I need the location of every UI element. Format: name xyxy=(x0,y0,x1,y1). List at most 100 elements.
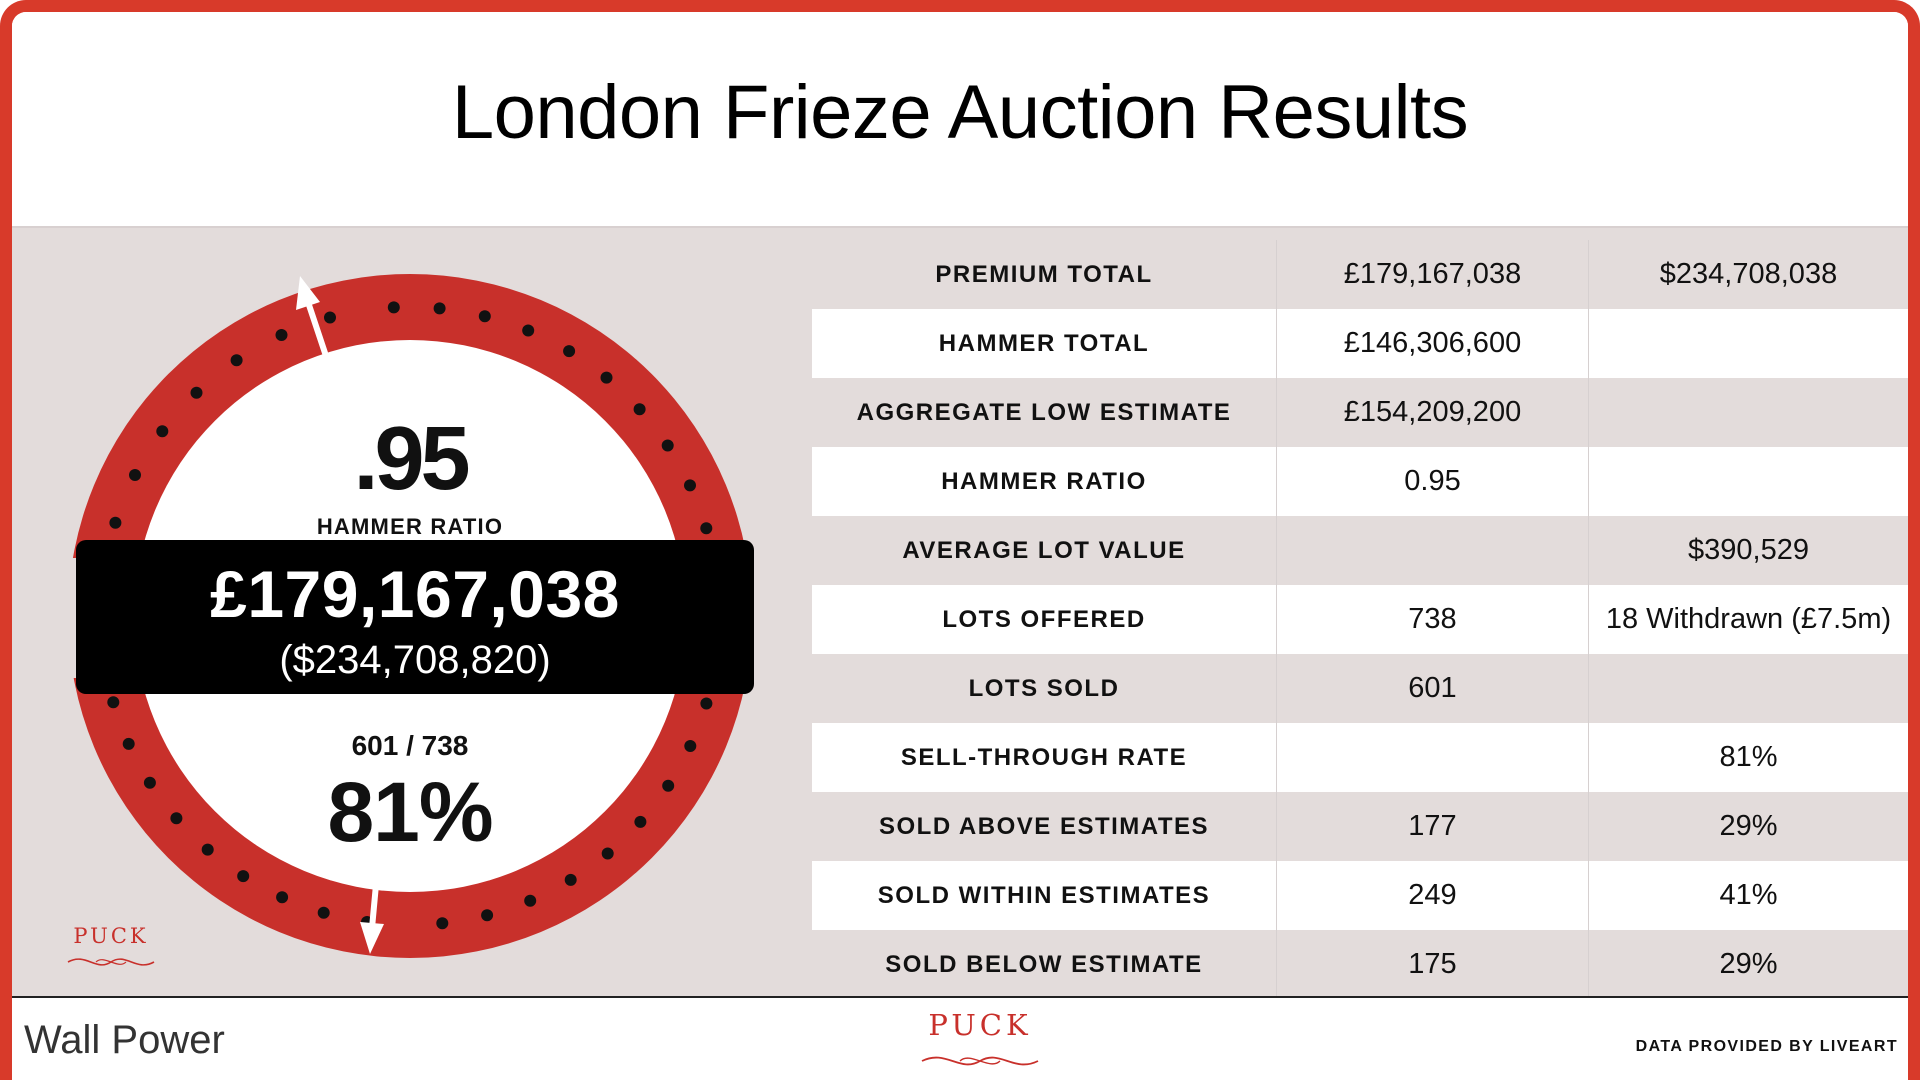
row-usd-value: 81% xyxy=(1588,723,1908,792)
gauge-dot xyxy=(317,906,330,919)
up-arrow-icon xyxy=(296,276,331,363)
row-gbp-value: 177 xyxy=(1276,792,1588,861)
row-usd-value: $390,529 xyxy=(1588,516,1908,585)
results-panel: .95 HAMMER RATIO £179,167,038 ($234,708,… xyxy=(12,228,1908,999)
row-label: AVERAGE LOT VALUE xyxy=(902,536,1186,564)
row-label: LOTS SOLD xyxy=(968,674,1120,702)
row-gbp-value: 0.95 xyxy=(1276,447,1588,516)
table-row: SELL-THROUGH RATE 81% xyxy=(812,723,1908,792)
row-usd-value: 29% xyxy=(1588,792,1908,861)
row-usd-value xyxy=(1588,309,1908,378)
gauge-dot xyxy=(601,847,614,860)
gauge-dot xyxy=(433,302,446,315)
gauge-dot xyxy=(122,737,135,750)
row-label: SOLD BELOW ESTIMATE xyxy=(885,950,1203,978)
gauge-dot xyxy=(522,324,535,337)
gauge-dot xyxy=(107,696,120,709)
data-credit: DATA PROVIDED BY LIVEART xyxy=(1635,1038,1898,1055)
premium-total-box: £179,167,038 ($234,708,820) xyxy=(76,540,754,694)
row-gbp-value xyxy=(1276,516,1588,585)
row-label: HAMMER TOTAL xyxy=(938,329,1150,357)
table-row: AGGREGATE LOW ESTIMATE £154,209,200 xyxy=(812,378,1908,447)
gauge-dot xyxy=(143,776,156,789)
gauge-dot xyxy=(201,843,214,856)
gauge-dot xyxy=(633,403,646,416)
gauge-dot xyxy=(387,301,400,314)
gauge-dot xyxy=(600,371,613,384)
premium-total-gbp: £179,167,038 xyxy=(210,557,620,631)
row-label: SOLD WITHIN ESTIMATES xyxy=(877,881,1211,909)
gauge-dot xyxy=(478,310,491,323)
hammer-ratio-value: .95 xyxy=(353,409,470,509)
row-usd-value: 18 Withdrawn (£7.5m) xyxy=(1588,585,1908,654)
puck-logo-small: PUCK xyxy=(46,924,186,984)
gauge-dot xyxy=(275,329,288,341)
table-row: SOLD WITHIN ESTIMATES 249 41% xyxy=(812,861,1908,930)
row-label: HAMMER RATIO xyxy=(941,467,1147,495)
row-gbp-value: £179,167,038 xyxy=(1276,240,1588,309)
table-row: LOTS SOLD 601 xyxy=(812,654,1908,723)
gauge-ring-graphic xyxy=(72,274,748,958)
summary-gauge: .95 HAMMER RATIO £179,167,038 ($234,708,… xyxy=(60,258,760,958)
table-row: LOTS OFFERED 738 18 Withdrawn (£7.5m) xyxy=(812,585,1908,654)
gauge-dot xyxy=(129,469,141,481)
stats-table: PREMIUM TOTAL £179,167,038 $234,708,038 HAM… xyxy=(812,240,1908,999)
table-row: HAMMER RATIO 0.95 xyxy=(812,447,1908,516)
row-usd-value: 29% xyxy=(1588,930,1908,999)
gauge-dot xyxy=(700,697,713,710)
row-gbp-value xyxy=(1276,723,1588,792)
row-gbp-value: £146,306,600 xyxy=(1276,309,1588,378)
gauge-dot xyxy=(276,891,289,904)
gauge-dot xyxy=(524,894,537,907)
row-gbp-value: £154,209,200 xyxy=(1276,378,1588,447)
table-row: SOLD BELOW ESTIMATE 175 29% xyxy=(812,930,1908,999)
gauge-dot xyxy=(563,345,576,358)
footer: Wall Power PUCK DATA PROVIDED BY LIVEART xyxy=(12,996,1908,1080)
gauge-dot xyxy=(190,386,203,399)
puck-logo-word: PUCK xyxy=(73,924,149,948)
hammer-ratio-label: HAMMER RATIO xyxy=(316,514,504,539)
row-label: LOTS OFFERED xyxy=(942,605,1146,633)
row-usd-value xyxy=(1588,378,1908,447)
row-label: PREMIUM TOTAL xyxy=(935,260,1153,288)
gauge-dot xyxy=(661,439,674,452)
row-gbp-value: 601 xyxy=(1276,654,1588,723)
row-gbp-value: 175 xyxy=(1276,930,1588,999)
gauge-dot xyxy=(634,815,647,828)
row-usd-value: $234,708,038 xyxy=(1588,240,1908,309)
row-usd-value: 41% xyxy=(1588,861,1908,930)
footer-series-name: Wall Power xyxy=(24,1018,225,1062)
gauge-dot xyxy=(684,740,697,752)
gauge-dot xyxy=(109,516,122,529)
puck-logo: PUCK xyxy=(890,1008,1070,1080)
gauge-dot xyxy=(324,311,336,324)
gauge-dot xyxy=(684,479,696,492)
down-arrow-icon xyxy=(360,862,384,954)
gauge-dot xyxy=(436,917,449,930)
page-title: London Frieze Auction Results xyxy=(451,69,1469,155)
row-label: SOLD ABOVE ESTIMATES xyxy=(878,812,1210,840)
gauge-dot xyxy=(481,909,494,922)
table-row: SOLD ABOVE ESTIMATES 177 29% xyxy=(812,792,1908,861)
flourish-icon xyxy=(67,958,155,966)
title-area: London Frieze Auction Results xyxy=(12,12,1908,228)
puck-logo-word: PUCK xyxy=(928,1008,1032,1042)
sell-through-rate: 81% xyxy=(327,765,493,859)
row-gbp-value: 249 xyxy=(1276,861,1588,930)
row-label: SELL-THROUGH RATE xyxy=(900,743,1188,771)
row-label: AGGREGATE LOW ESTIMATE xyxy=(856,398,1232,426)
row-usd-value xyxy=(1588,447,1908,516)
gauge-dot xyxy=(700,522,713,535)
gauge-dot xyxy=(662,779,675,792)
gauge-dot xyxy=(237,870,250,883)
flourish-icon xyxy=(921,1056,1039,1066)
gauge-dot xyxy=(170,812,183,825)
premium-total-usd: ($234,708,820) xyxy=(279,638,551,682)
table-row: PREMIUM TOTAL £179,167,038 $234,708,038 xyxy=(812,240,1908,309)
gauge-dot xyxy=(230,354,243,367)
row-gbp-value: 738 xyxy=(1276,585,1588,654)
row-usd-value xyxy=(1588,654,1908,723)
gauge-dot xyxy=(564,873,577,886)
lots-sold-count: 601 / 738 xyxy=(351,730,469,761)
